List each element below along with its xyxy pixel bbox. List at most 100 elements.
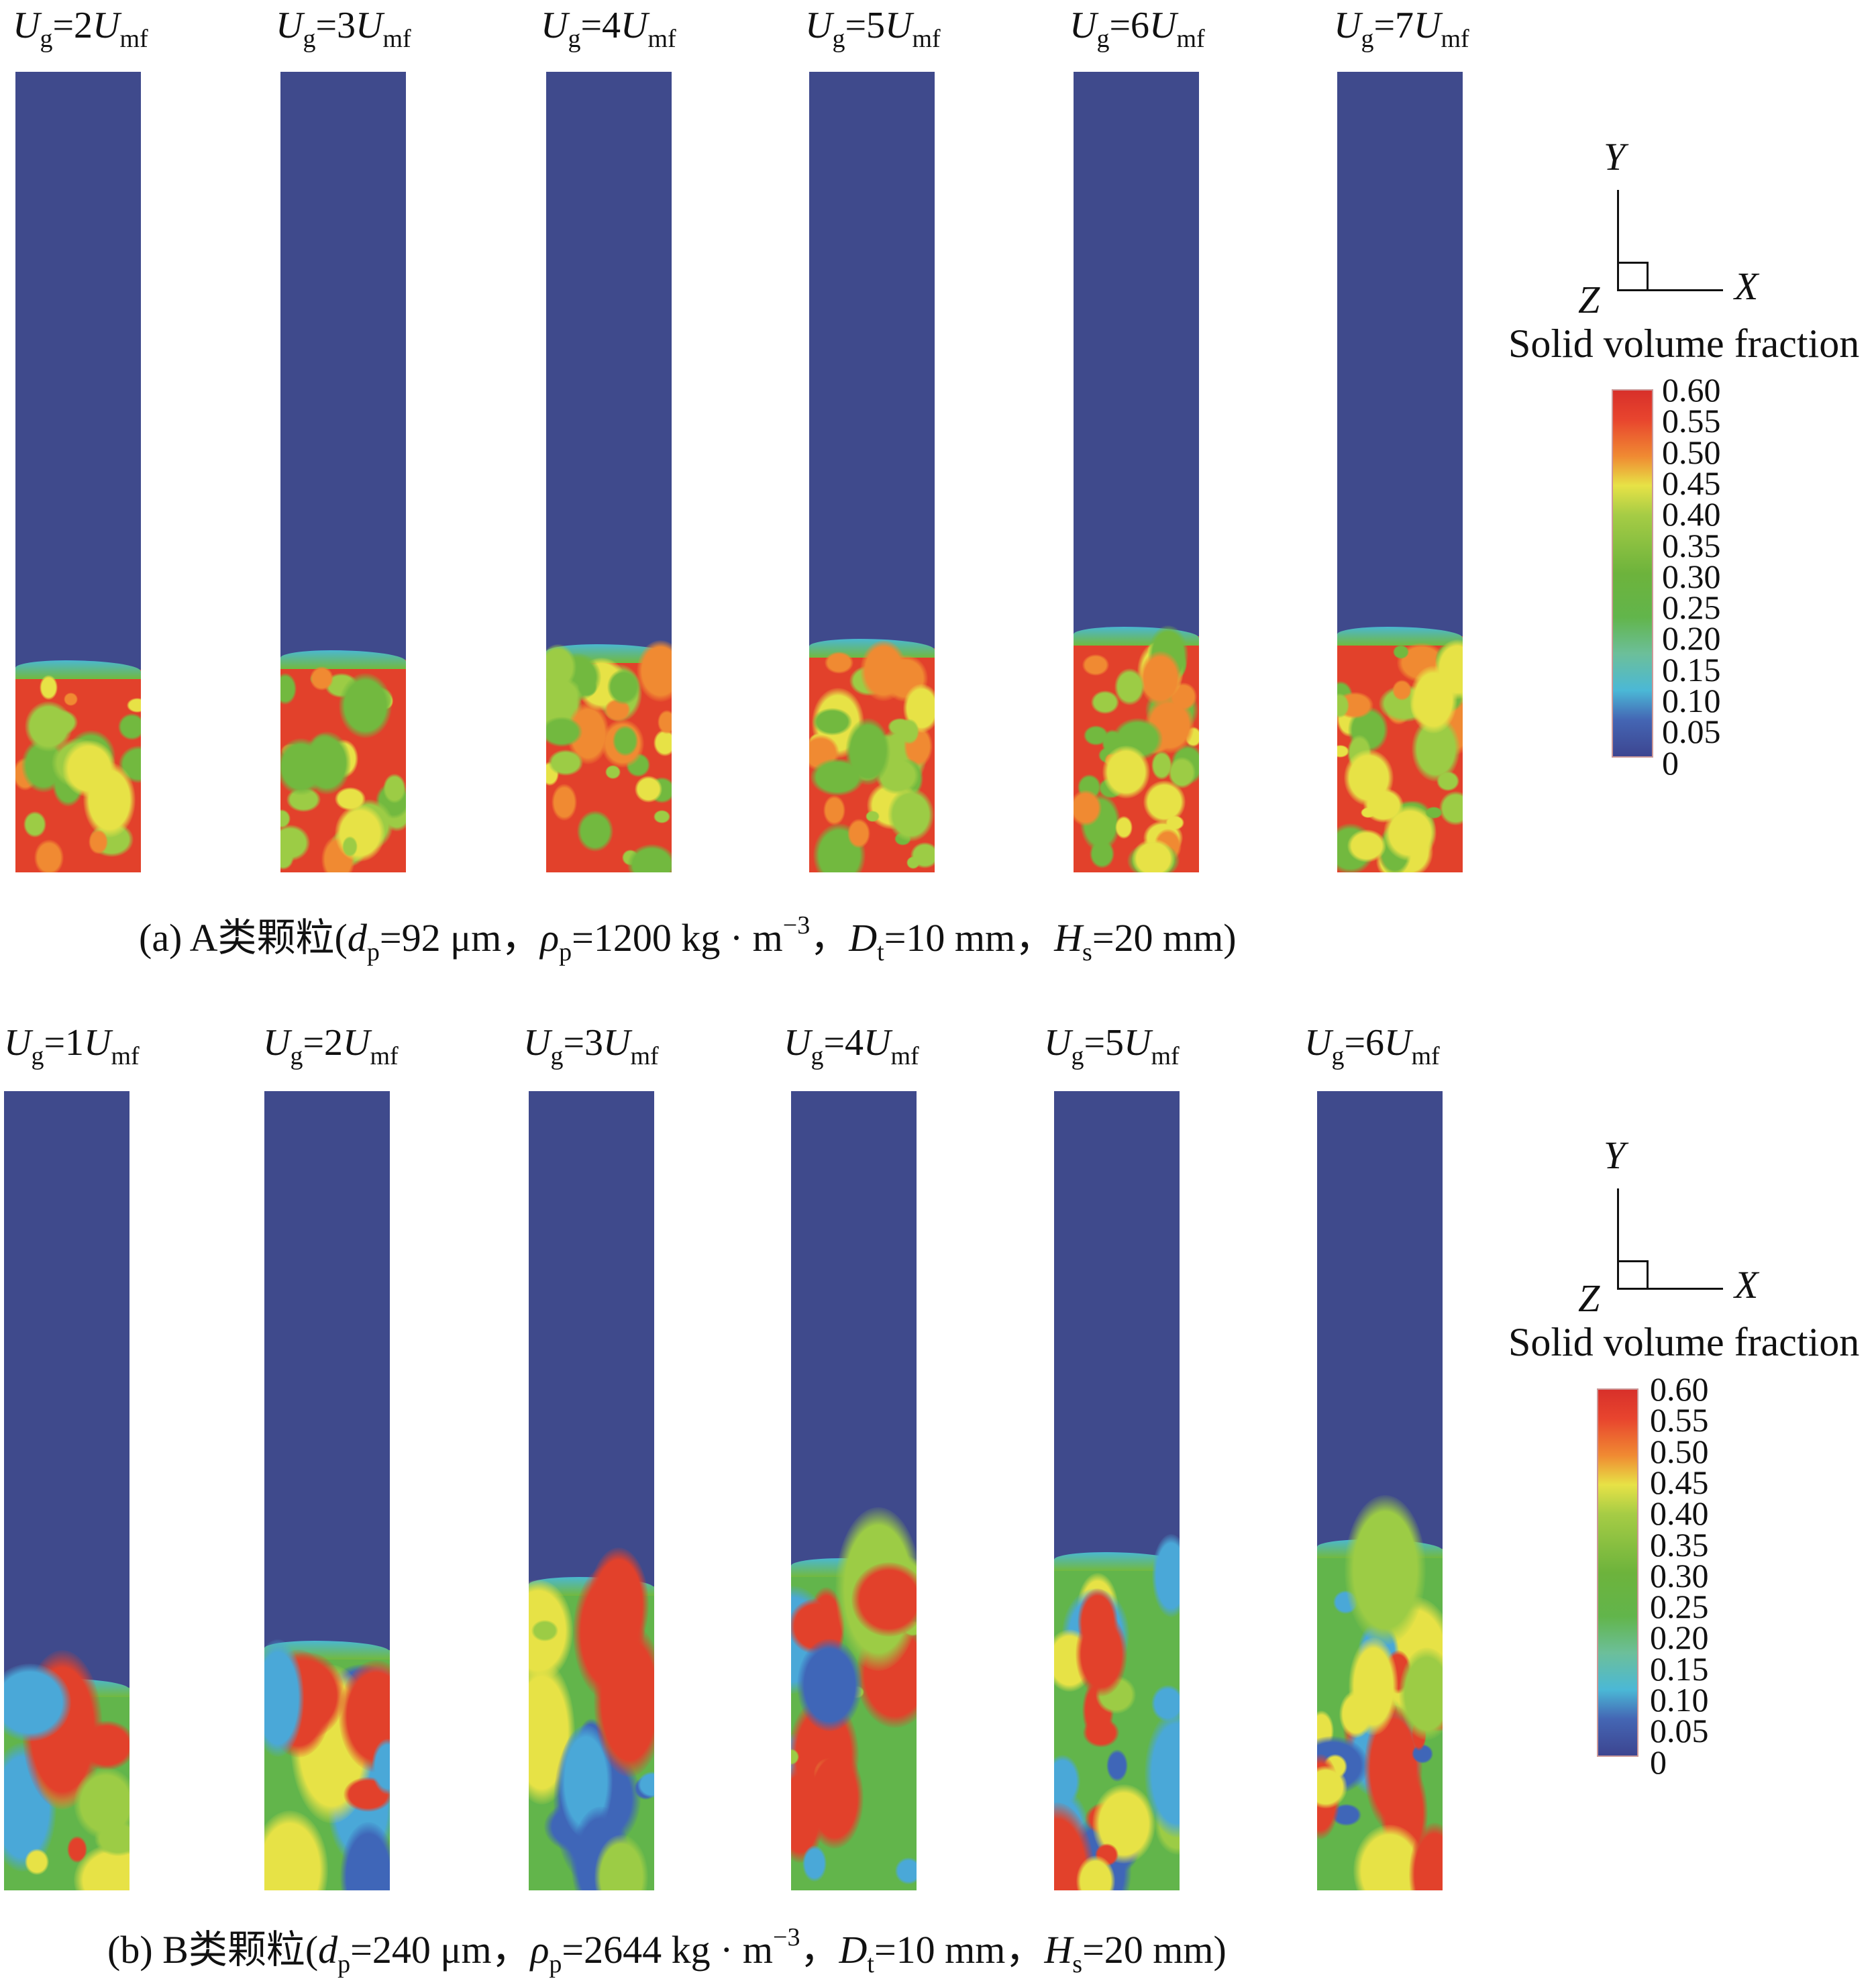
bubble xyxy=(335,804,386,862)
colorbar-tick: 0.25 xyxy=(1662,589,1721,627)
bubble xyxy=(334,786,366,811)
figure-caption: (a) A类颗粒(dp=92 μm，ρp=1200 kg · m−3，Dt=10… xyxy=(139,913,1237,965)
dense-bed-region xyxy=(1337,627,1463,872)
bubble xyxy=(658,709,672,734)
label-part-mf: mf xyxy=(370,1042,399,1070)
bubble xyxy=(1436,770,1459,791)
bubble xyxy=(338,672,393,739)
caption-part: s xyxy=(1072,1950,1083,1978)
bubble xyxy=(1102,746,1150,799)
dense-bed-region xyxy=(1317,1495,1443,1890)
bubble xyxy=(1165,815,1185,831)
caption-part: t xyxy=(877,938,884,966)
bubble xyxy=(653,809,671,824)
velocity-label: Ug=4Umf xyxy=(541,7,676,52)
caption-part: p xyxy=(366,938,380,966)
colorbar-tick: 0.50 xyxy=(1662,433,1721,471)
label-part-U1: U xyxy=(1304,1022,1332,1064)
label-part-U1: U xyxy=(1044,1022,1072,1064)
label-part-mf: mf xyxy=(382,25,411,53)
caption-part: =240 μm， xyxy=(350,1928,531,1972)
colorbar-tick: 0.20 xyxy=(1650,1619,1709,1657)
bubble xyxy=(42,709,79,735)
bubble xyxy=(4,1663,72,1742)
colorbar-tick: 0.30 xyxy=(1662,557,1721,595)
axis-label-z: Z xyxy=(1578,278,1600,321)
bubble xyxy=(1151,751,1173,780)
bubble xyxy=(117,713,141,741)
bubble xyxy=(548,750,584,776)
bubble xyxy=(382,774,406,803)
fluidized-bed-column xyxy=(791,1091,917,1890)
bubble xyxy=(1082,654,1110,676)
bubble xyxy=(280,846,295,870)
label-part-U1: U xyxy=(13,5,40,46)
bubble xyxy=(605,764,621,779)
label-part-U1: U xyxy=(523,1022,551,1064)
caption-part: −3 xyxy=(782,911,811,939)
label-part-mf: mf xyxy=(119,25,148,53)
dense-bed-region xyxy=(15,660,141,872)
colorbar xyxy=(1612,389,1653,758)
colorbar-tick: 0.40 xyxy=(1662,495,1721,533)
bubble xyxy=(1090,690,1120,714)
caption-part: ， xyxy=(810,916,849,960)
label-part-U2: U xyxy=(1384,1022,1412,1064)
colorbar xyxy=(1597,1388,1638,1757)
colorbar-tick: 0.55 xyxy=(1662,402,1721,440)
bubble xyxy=(310,666,334,691)
caption-part: =1200 kg · m xyxy=(572,916,783,960)
bubble xyxy=(551,784,577,821)
bubble xyxy=(1139,650,1182,707)
label-part-U2: U xyxy=(621,5,648,46)
dense-bed-region xyxy=(791,1507,917,1890)
legend-title: Solid volume fraction xyxy=(1508,321,1860,366)
bubble xyxy=(78,1720,129,1771)
bubble xyxy=(845,717,891,786)
bubble xyxy=(851,1562,917,1637)
label-part-eq: =6 xyxy=(1344,1022,1385,1064)
bubble xyxy=(88,829,109,855)
bubble xyxy=(546,717,583,747)
bubble xyxy=(264,1693,283,1716)
origin-box xyxy=(1617,262,1649,291)
x-axis-line xyxy=(1617,1288,1723,1290)
label-part-U1: U xyxy=(805,5,833,46)
bubble xyxy=(796,1639,863,1732)
bubble xyxy=(1075,1611,1128,1697)
bubble xyxy=(1132,839,1176,872)
label-part-U1: U xyxy=(263,1022,291,1064)
bubble xyxy=(895,1857,917,1884)
caption-part: H xyxy=(1044,1928,1073,1972)
fluidized-bed-column xyxy=(15,72,141,872)
fluidized-bed-column xyxy=(1337,72,1463,872)
bubble xyxy=(812,707,852,736)
label-part-g: g xyxy=(290,1042,303,1070)
bubble xyxy=(280,673,297,705)
fluidized-bed-column xyxy=(1054,1091,1180,1890)
velocity-label: Ug=3Umf xyxy=(523,1024,659,1069)
caption-part: =20 mm) xyxy=(1092,916,1237,960)
label-part-U2: U xyxy=(1124,1022,1151,1064)
colorbar-tick: 0.40 xyxy=(1650,1494,1709,1533)
bubble xyxy=(637,640,672,702)
label-part-U2: U xyxy=(356,5,383,46)
x-axis-line xyxy=(1617,289,1723,291)
bubble xyxy=(825,651,854,674)
label-part-U1: U xyxy=(541,5,568,46)
bubble xyxy=(1344,1495,1426,1645)
label-part-g: g xyxy=(811,1042,824,1070)
colorbar-tick: 0.15 xyxy=(1662,650,1721,689)
fluidized-bed-column xyxy=(809,72,935,872)
velocity-label: Ug=6Umf xyxy=(1070,7,1205,52)
caption-part: D xyxy=(839,1928,868,1972)
caption-part: p xyxy=(559,938,572,966)
bubble xyxy=(62,740,116,797)
fluidized-bed-column xyxy=(4,1091,129,1890)
velocity-label: Ug=7Umf xyxy=(1334,7,1469,52)
bed-surface xyxy=(280,650,406,669)
colorbar-tick: 0.20 xyxy=(1662,619,1721,658)
bubble xyxy=(280,737,326,795)
bubble xyxy=(1337,744,1350,758)
bubble xyxy=(1074,789,1102,827)
